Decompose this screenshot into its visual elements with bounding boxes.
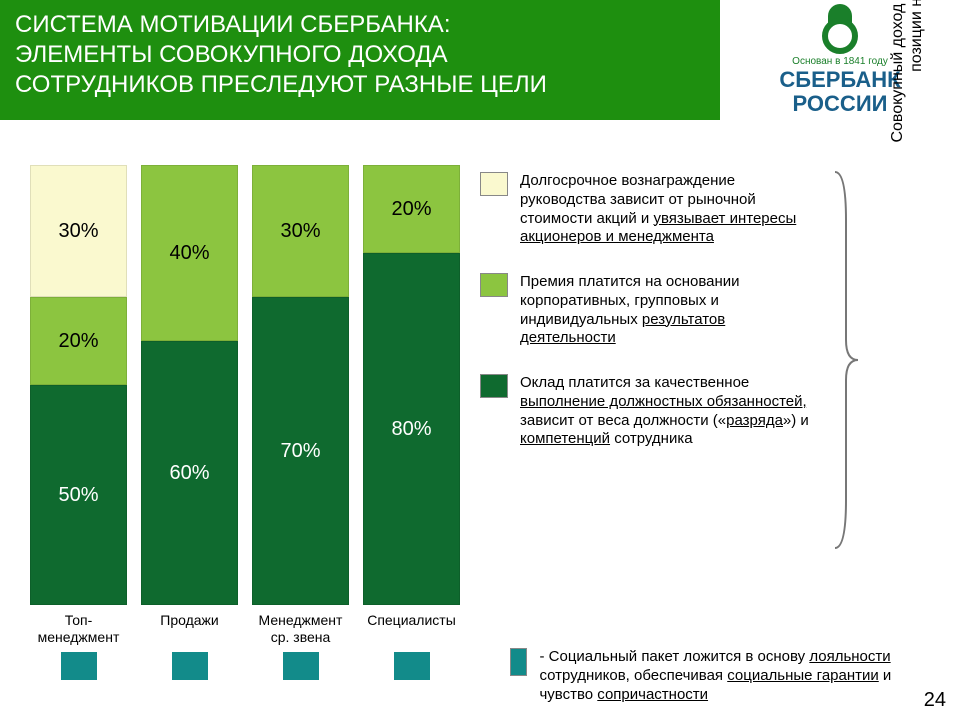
category-label: Топ-менеджмент — [30, 612, 127, 646]
side-summary-text: Совокупный доход соотвествует желаемой п… — [888, 0, 926, 170]
header-bar: СИСТЕМА МОТИВАЦИИ СБЕРБАНКА: ЭЛЕМЕНТЫ СО… — [0, 0, 720, 120]
bar-stack: 30%70% — [252, 165, 349, 605]
slide-title: СИСТЕМА МОТИВАЦИИ СБЕРБАНКА: ЭЛЕМЕНТЫ СО… — [15, 10, 705, 100]
category-label: Специалисты — [363, 612, 460, 646]
legend-row: Оклад платится за качественное выполнени… — [480, 374, 820, 449]
logo-ring-shape — [822, 18, 858, 54]
legend: Долгосрочное вознаграждение руководства … — [480, 172, 820, 475]
footer-legend-text: - Социальный пакет ложится в основу лоял… — [539, 648, 940, 704]
bar-segment: 30% — [30, 165, 127, 297]
legend-text: Премия платится на основании корпоративн… — [520, 273, 820, 348]
legend-swatch — [480, 374, 508, 398]
title-line-2: ЭЛЕМЕНТЫ СОВОКУПНОГО ДОХОДА — [15, 41, 448, 68]
bar-segment: 20% — [30, 297, 127, 385]
bar-column: 30%70% — [252, 165, 349, 605]
bar-segment: 70% — [252, 297, 349, 605]
title-line-3: СОТРУДНИКОВ ПРЕСЛЕДУЮТ РАЗНЫЕ ЦЕЛИ — [15, 71, 547, 98]
footer-squares-row — [30, 652, 460, 680]
footer-square-cell — [141, 652, 238, 680]
bar-column: 30%20%50% — [30, 165, 127, 605]
teal-square-icon — [172, 652, 208, 680]
footer-square-cell — [363, 652, 460, 680]
category-label: Менеджмент ср. звена — [252, 612, 349, 646]
footer-square-cell — [30, 652, 127, 680]
bar-stack: 30%20%50% — [30, 165, 127, 605]
bar-segment: 20% — [363, 165, 460, 253]
bar-column: 40%60% — [141, 165, 238, 605]
stacked-bar-chart: 30%20%50%40%60%30%70%20%80% — [30, 165, 460, 605]
page-number: 24 — [924, 689, 946, 712]
category-label: Продажи — [141, 612, 238, 646]
bar-stack: 20%80% — [363, 165, 460, 605]
teal-square-icon — [394, 652, 430, 680]
legend-text: Долгосрочное вознаграждение руководства … — [520, 172, 820, 247]
bar-segment: 40% — [141, 165, 238, 341]
bar-segment: 60% — [141, 341, 238, 605]
bar-column: 20%80% — [363, 165, 460, 605]
legend-swatch — [480, 273, 508, 297]
footer-square-cell — [252, 652, 349, 680]
footer-legend-swatch — [510, 648, 527, 676]
teal-square-icon — [61, 652, 97, 680]
legend-text: Оклад платится за качественное выполнени… — [520, 374, 820, 449]
sberbank-logo-icon — [815, 4, 865, 54]
footer-legend: - Социальный пакет ложится в основу лоял… — [510, 648, 940, 704]
legend-row: Премия платится на основании корпоративн… — [480, 273, 820, 348]
legend-swatch — [480, 172, 508, 196]
title-line-1: СИСТЕМА МОТИВАЦИИ СБЕРБАНКА: — [15, 11, 450, 38]
brace-icon — [830, 170, 860, 550]
bar-segment: 50% — [30, 385, 127, 605]
teal-square-icon — [283, 652, 319, 680]
bar-segment: 80% — [363, 253, 460, 605]
legend-row: Долгосрочное вознаграждение руководства … — [480, 172, 820, 247]
bar-segment: 30% — [252, 165, 349, 297]
bar-stack: 40%60% — [141, 165, 238, 605]
side-summary-label: Совокупный доход соотвествует желаемой п… — [870, 0, 930, 170]
category-labels: Топ-менеджмент Продажи Менеджмент ср. звен… — [30, 612, 460, 646]
